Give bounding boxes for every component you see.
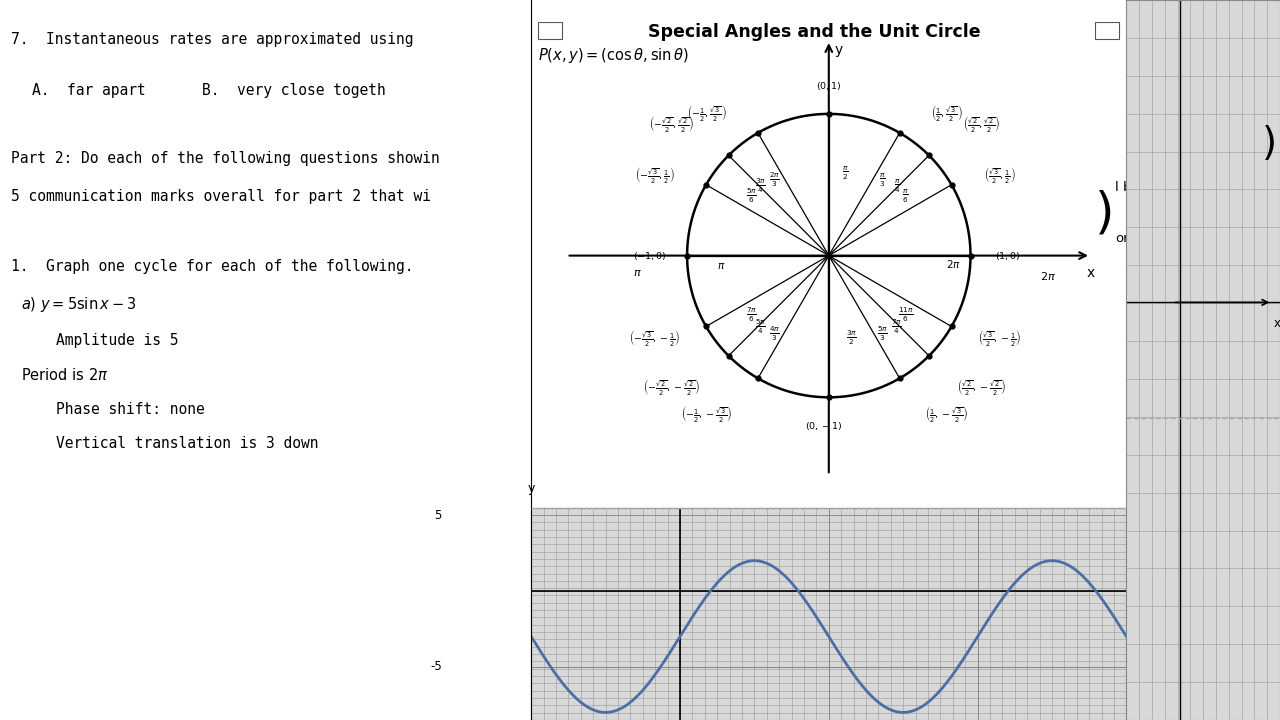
Text: Amplitude is 5: Amplitude is 5 — [22, 333, 179, 348]
Text: $\left(-\frac{\sqrt{3}}{2},-\frac{1}{2}\right)$: $\left(-\frac{\sqrt{3}}{2},-\frac{1}{2}\… — [630, 328, 681, 348]
Text: 1.  Graph one cycle for each of the following.: 1. Graph one cycle for each of the follo… — [10, 259, 413, 274]
Text: $\frac{\pi}{3}$: $\frac{\pi}{3}$ — [879, 171, 886, 189]
Text: $\frac{4\pi}{3}$: $\frac{4\pi}{3}$ — [769, 325, 781, 343]
Text: $\left(\frac{1}{2},\frac{\sqrt{3}}{2}\right)$: $\left(\frac{1}{2},\frac{\sqrt{3}}{2}\ri… — [931, 103, 963, 122]
Bar — [539, 22, 562, 39]
Text: on.: on. — [1115, 232, 1135, 245]
Text: $\frac{3\pi}{4}$: $\frac{3\pi}{4}$ — [755, 177, 767, 195]
Text: 5: 5 — [434, 509, 442, 522]
Text: $\left(-\frac{1}{2},\frac{\sqrt{3}}{2}\right)$: $\left(-\frac{1}{2},\frac{\sqrt{3}}{2}\r… — [687, 103, 727, 122]
Text: $\left(\frac{\sqrt{2}}{2},-\frac{\sqrt{2}}{2}\right)$: $\left(\frac{\sqrt{2}}{2},-\frac{\sqrt{2… — [957, 377, 1006, 397]
Text: $\left(-\frac{\sqrt{2}}{2},\frac{\sqrt{2}}{2}\right)$: $\left(-\frac{\sqrt{2}}{2},\frac{\sqrt{2… — [649, 114, 694, 134]
Text: $\frac{5\pi}{4}$: $\frac{5\pi}{4}$ — [755, 318, 767, 336]
Text: $\left(\frac{\sqrt{2}}{2},\frac{\sqrt{2}}{2}\right)$: $\left(\frac{\sqrt{2}}{2},\frac{\sqrt{2}… — [963, 114, 1001, 134]
Text: y: y — [527, 482, 535, 495]
Text: $\left(-\frac{\sqrt{3}}{2},\frac{1}{2}\right)$: $\left(-\frac{\sqrt{3}}{2},\frac{1}{2}\r… — [635, 165, 675, 185]
Text: $\frac{5\pi}{3}$: $\frac{5\pi}{3}$ — [877, 325, 888, 343]
Text: $\pi$: $\pi$ — [634, 269, 641, 279]
Text: $\frac{7\pi}{6}$: $\frac{7\pi}{6}$ — [746, 306, 758, 324]
Text: $\frac{5\pi}{6}$: $\frac{5\pi}{6}$ — [746, 187, 758, 205]
Text: $2\pi$: $2\pi$ — [1041, 270, 1056, 282]
Text: $\frac{\pi}{6}$: $\frac{\pi}{6}$ — [902, 187, 909, 204]
Text: Vertical translation is 3 down: Vertical translation is 3 down — [22, 436, 319, 451]
Text: ): ) — [1262, 125, 1277, 163]
Text: $\left(\frac{\sqrt{3}}{2},-\frac{1}{2}\right)$: $\left(\frac{\sqrt{3}}{2},-\frac{1}{2}\r… — [978, 328, 1021, 348]
Text: $\frac{\pi}{4}$: $\frac{\pi}{4}$ — [893, 178, 900, 194]
Text: $\left(-\frac{\sqrt{2}}{2},-\frac{\sqrt{2}}{2}\right)$: $\left(-\frac{\sqrt{2}}{2},-\frac{\sqrt{… — [643, 377, 700, 397]
Text: x: x — [1087, 266, 1094, 279]
Text: $(-1,0)$: $(-1,0)$ — [634, 250, 667, 261]
Text: $P(x,y) = (\cos\theta,\sin\theta)$: $P(x,y) = (\cos\theta,\sin\theta)$ — [539, 46, 689, 65]
Text: $\left(-\frac{1}{2},-\frac{\sqrt{3}}{2}\right)$: $\left(-\frac{1}{2},-\frac{\sqrt{3}}{2}\… — [681, 404, 732, 424]
Text: $\frac{2\pi}{3}$: $\frac{2\pi}{3}$ — [769, 171, 781, 189]
Text: $(1,0)$: $(1,0)$ — [995, 250, 1020, 261]
Text: -5: -5 — [430, 660, 442, 673]
Text: $\frac{3\pi}{2}$: $\frac{3\pi}{2}$ — [846, 328, 858, 347]
Text: ): ) — [1096, 189, 1115, 237]
Text: x: x — [1274, 317, 1280, 330]
Text: $    a)\ y = 5\sin x - 3$: $ a)\ y = 5\sin x - 3$ — [22, 295, 137, 314]
Text: $\left(\frac{1}{2},-\frac{\sqrt{3}}{2}\right)$: $\left(\frac{1}{2},-\frac{\sqrt{3}}{2}\r… — [924, 404, 968, 424]
Text: B.  very close togeth: B. very close togeth — [202, 83, 385, 98]
Text: $    \mathrm{Period\ is\ }2\pi$: $ \mathrm{Period\ is\ }2\pi$ — [22, 367, 109, 383]
Text: $(0,-1)$: $(0,-1)$ — [805, 420, 842, 432]
Text: l be: l be — [1115, 181, 1139, 194]
Text: $2\pi$: $2\pi$ — [946, 258, 961, 270]
Text: A.  far apart: A. far apart — [32, 83, 146, 98]
Text: Part 2: Do each of the following questions showin: Part 2: Do each of the following questio… — [10, 151, 439, 166]
Text: Phase shift: none: Phase shift: none — [22, 402, 205, 417]
Text: $\left(\frac{\sqrt{3}}{2},\frac{1}{2}\right)$: $\left(\frac{\sqrt{3}}{2},\frac{1}{2}\ri… — [984, 165, 1016, 185]
Bar — [1096, 22, 1119, 39]
Text: $\pi$: $\pi$ — [717, 261, 726, 271]
Text: $\frac{\pi}{2}$: $\frac{\pi}{2}$ — [842, 165, 849, 182]
Text: $\frac{11\pi}{6}$: $\frac{11\pi}{6}$ — [897, 306, 914, 324]
Text: $(0,1)$: $(0,1)$ — [817, 79, 841, 91]
Text: Special Angles and the Unit Circle: Special Angles and the Unit Circle — [648, 23, 980, 41]
Text: 7.  Instantaneous rates are approximated using: 7. Instantaneous rates are approximated … — [10, 32, 413, 48]
Text: $\frac{7\pi}{4}$: $\frac{7\pi}{4}$ — [891, 318, 902, 336]
Text: y: y — [835, 43, 842, 57]
Text: 5 communication marks overall for part 2 that wi: 5 communication marks overall for part 2… — [10, 189, 430, 204]
